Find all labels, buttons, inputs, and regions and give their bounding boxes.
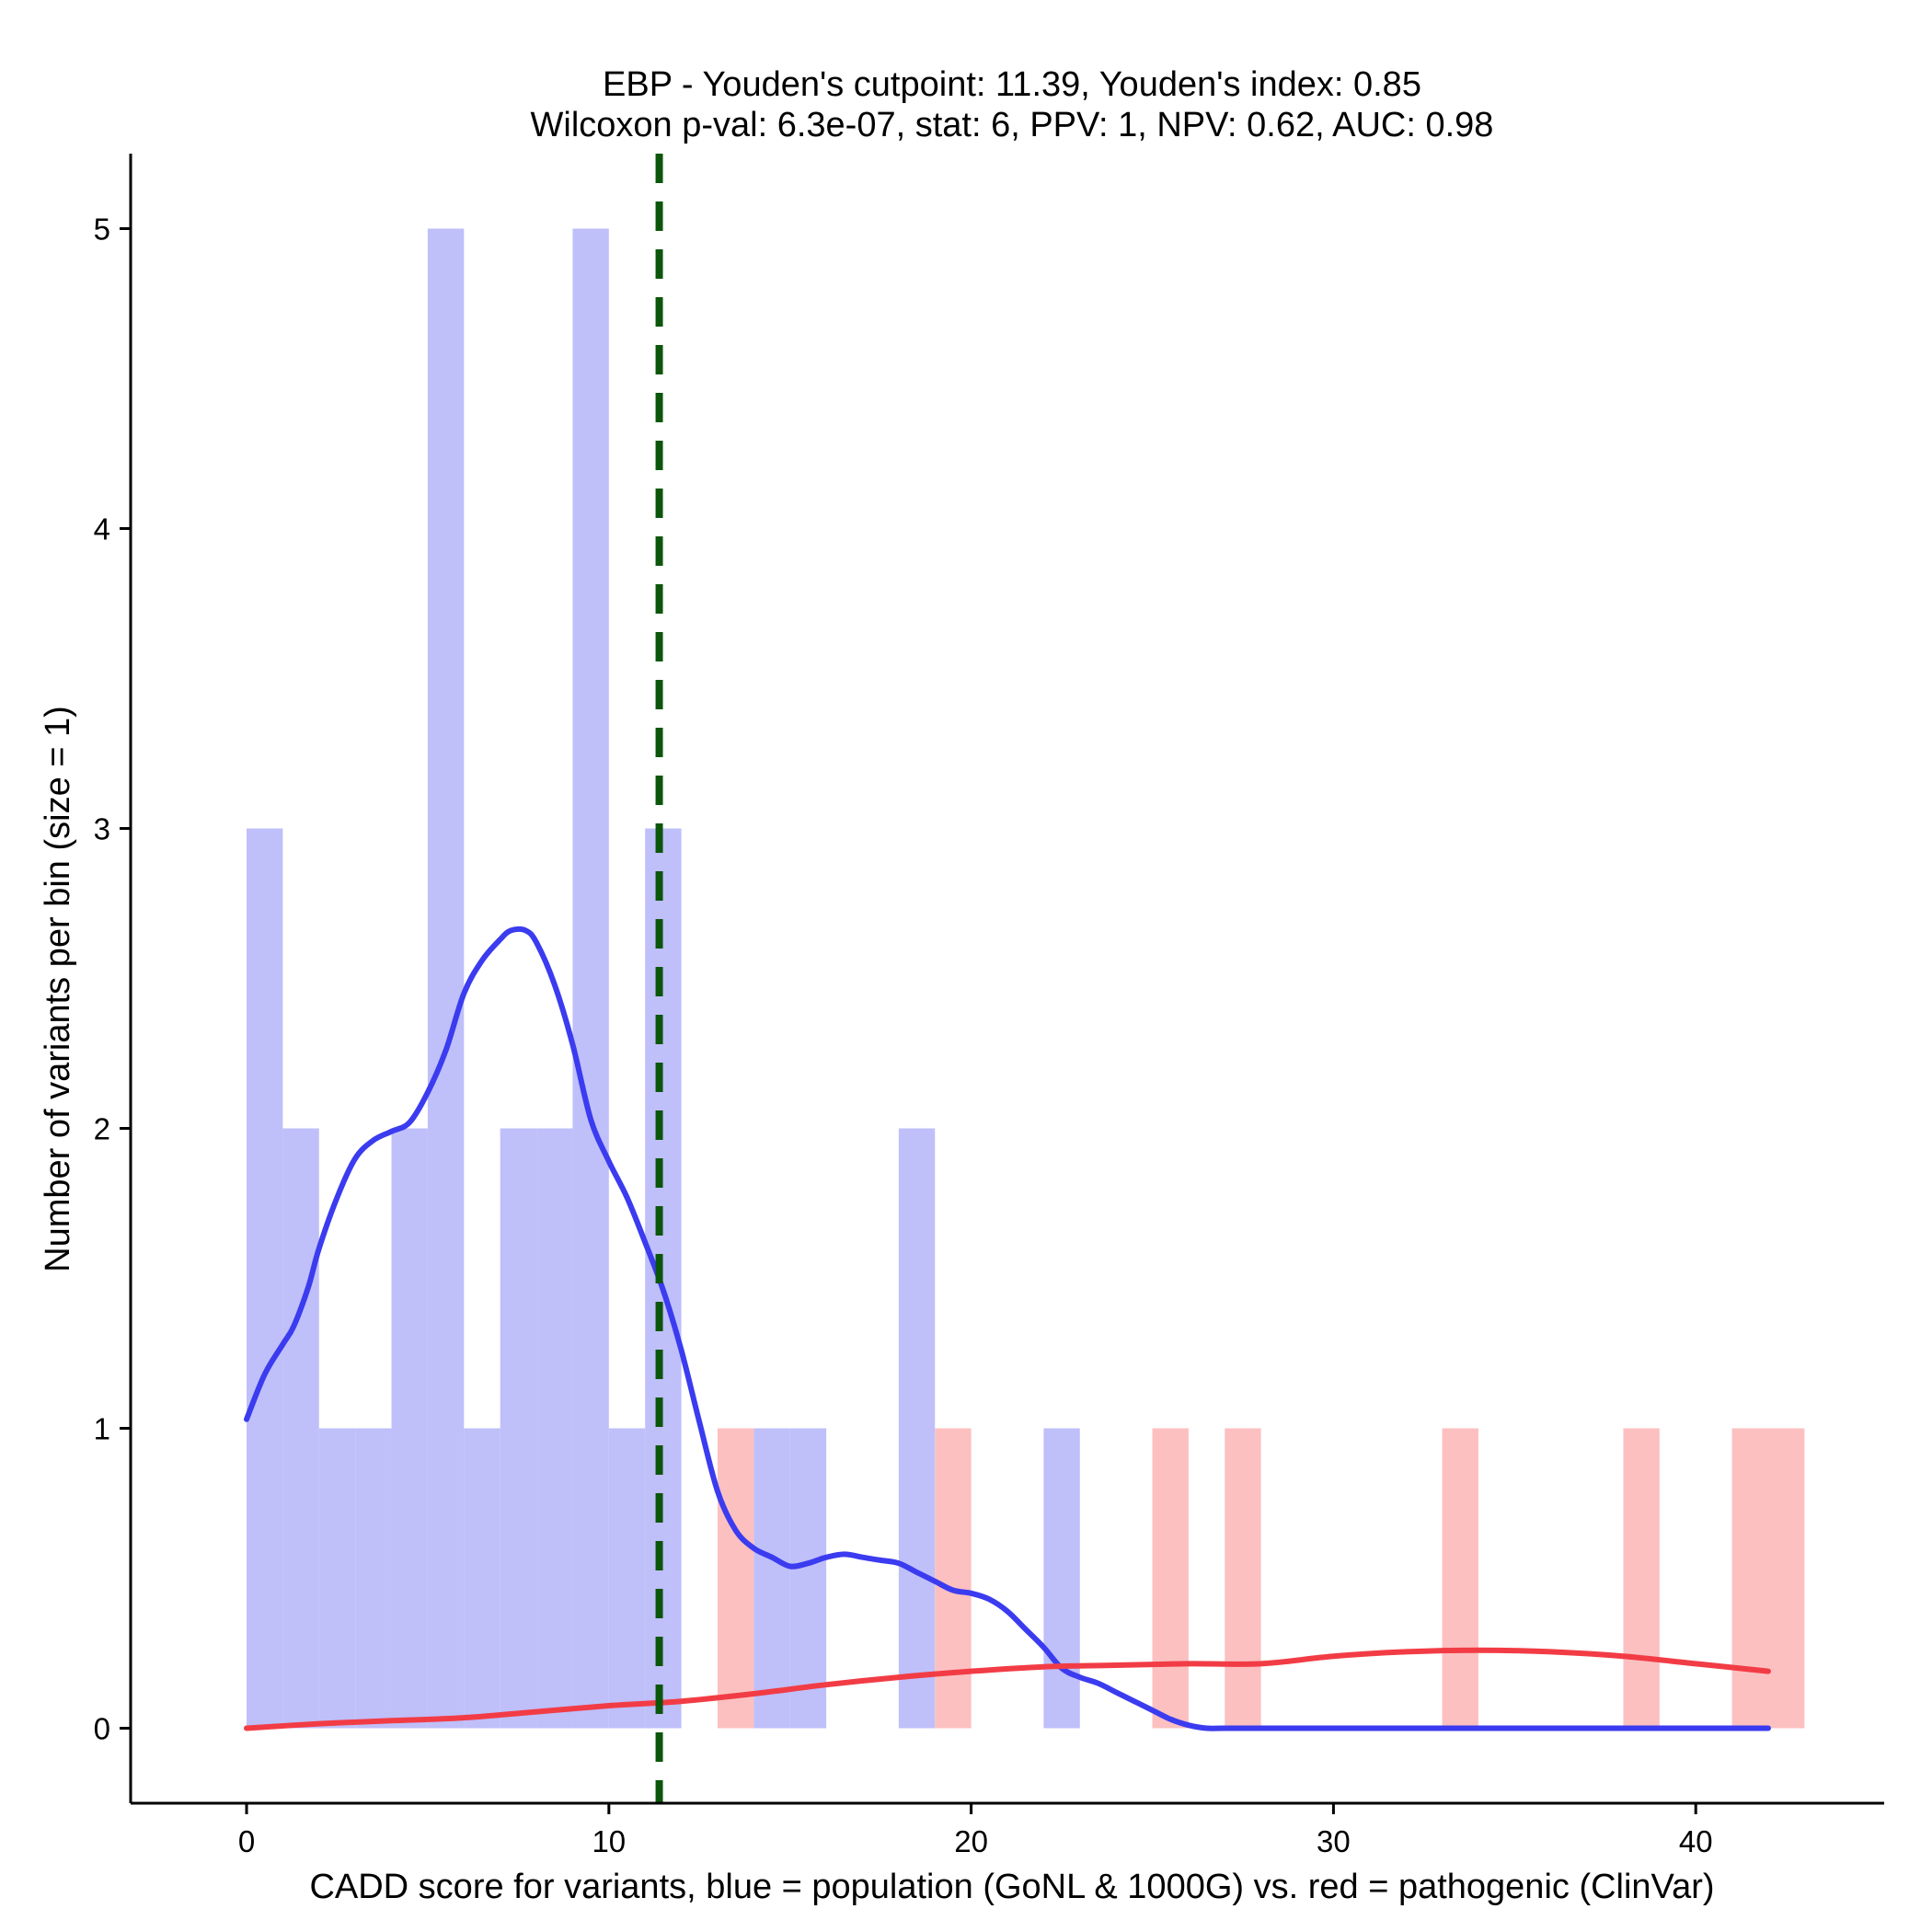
population-bar: [789, 1428, 827, 1729]
pathogenic-bar: [935, 1428, 972, 1729]
y-axis-label: Number of variants per bin (size = 1): [39, 706, 77, 1272]
pathogenic-density-line: [244, 1647, 1771, 1731]
population-bar: [536, 1128, 573, 1729]
pathogenic-bar: [1731, 1428, 1768, 1729]
y-tick-label: 0: [94, 1712, 110, 1746]
population-bar: [645, 828, 682, 1729]
x-tick-label: 20: [954, 1824, 988, 1858]
x-tick-label: 30: [1317, 1824, 1351, 1858]
chart-title-line-2: Wilcoxon p-val: 6.3e-07, stat: 6, PPV: 1…: [531, 106, 1494, 144]
population-bar: [318, 1428, 356, 1729]
y-tick-label: 3: [94, 812, 110, 846]
chart-title-line-1: EBP - Youden's cutpoint: 11.39, Youden's…: [603, 65, 1421, 104]
population-bar: [427, 228, 465, 1729]
population-bar: [247, 828, 283, 1729]
population-bar: [898, 1128, 936, 1729]
population-density-line: [244, 926, 1771, 1731]
population-bar: [282, 1128, 319, 1729]
density-curves: [244, 926, 1771, 1731]
x-tick-label: 40: [1679, 1824, 1713, 1858]
population-bar: [500, 1128, 537, 1729]
pathogenic-bar: [1225, 1428, 1261, 1729]
axes: 0 1 2 3 4 5 0 10 20 30 40: [94, 154, 1884, 1858]
y-tick-label: 4: [94, 512, 110, 546]
population-bar: [355, 1428, 392, 1729]
population-bar: [464, 1428, 500, 1729]
pathogenic-bar: [717, 1428, 754, 1729]
pathogenic-bar: [1623, 1428, 1660, 1729]
population-bar: [753, 1428, 790, 1729]
y-tick-label: 5: [94, 213, 110, 247]
pathogenic-bar: [1767, 1428, 1805, 1729]
pathogenic-bar: [1152, 1428, 1189, 1729]
y-tick-label: 2: [94, 1112, 110, 1146]
population-bar: [608, 1428, 646, 1729]
pathogenic-bar: [1442, 1428, 1478, 1729]
histogram-bars: [247, 228, 1805, 1729]
y-tick-label: 1: [94, 1412, 110, 1446]
population-bar: [1043, 1428, 1080, 1729]
x-tick-label: 0: [238, 1824, 255, 1858]
x-tick-label: 10: [592, 1824, 626, 1858]
population-bar: [391, 1128, 428, 1729]
population-bar: [572, 228, 609, 1729]
x-axis-label: CADD score for variants, blue = populati…: [309, 1868, 1714, 1906]
